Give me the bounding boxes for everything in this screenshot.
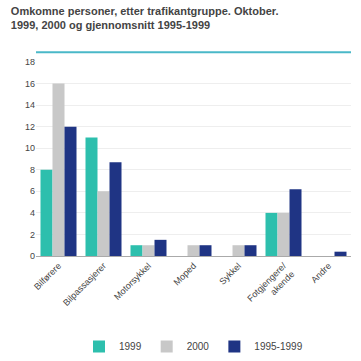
svg-text:Bilførere: Bilførere bbox=[32, 261, 63, 292]
svg-text:2000: 2000 bbox=[187, 341, 210, 352]
svg-text:18: 18 bbox=[25, 57, 35, 67]
svg-text:Andre: Andre bbox=[309, 261, 333, 285]
svg-text:8: 8 bbox=[30, 165, 35, 175]
svg-text:6: 6 bbox=[30, 186, 35, 196]
svg-text:0: 0 bbox=[30, 251, 35, 261]
svg-text:14: 14 bbox=[25, 100, 35, 110]
svg-text:Bilpassasjerer: Bilpassasjerer bbox=[61, 261, 108, 308]
svg-text:12: 12 bbox=[25, 122, 35, 132]
svg-text:4: 4 bbox=[30, 208, 35, 218]
svg-text:2: 2 bbox=[30, 230, 35, 240]
svg-text:1995-1999: 1995-1999 bbox=[254, 341, 302, 352]
svg-text:16: 16 bbox=[25, 79, 35, 89]
svg-text:Motorsykkel: Motorsykkel bbox=[112, 261, 153, 302]
svg-text:Fotgjengere/akende: Fotgjengere/akende bbox=[245, 260, 296, 311]
svg-text:Moped: Moped bbox=[172, 261, 199, 288]
svg-text:10: 10 bbox=[25, 143, 35, 153]
svg-text:1999: 1999 bbox=[119, 341, 142, 352]
svg-text:Omkomne personer, etter trafik: Omkomne personer, etter trafikantgruppe.… bbox=[11, 5, 279, 31]
svg-text:Sykkel: Sykkel bbox=[217, 261, 243, 287]
